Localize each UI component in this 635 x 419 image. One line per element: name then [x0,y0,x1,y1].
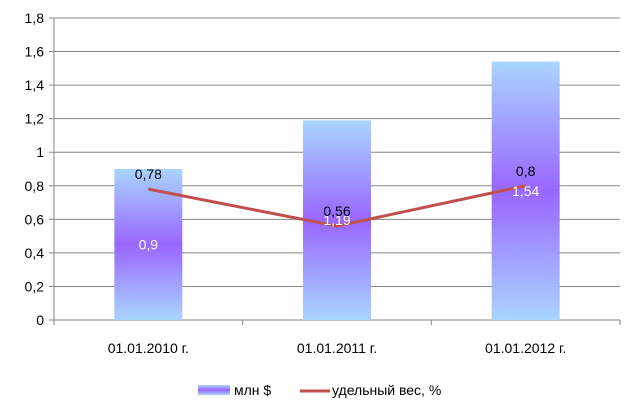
y-tick-label: 0 [36,312,44,328]
axes: 0 0,2 0,4 0,6 0,8 1 1,2 1,4 1,6 1,8 01.01.2010 г. 0… [25,10,621,356]
x-tick-label: 01.01.2011 г. [297,340,377,356]
bar-data-label: 1,54 [512,183,539,199]
legend-label: удельный вес, % [332,382,441,398]
legend: млн $ удельный вес, % [198,382,441,398]
x-tick-label: 01.01.2012 г. [485,340,566,356]
y-tick-label: 1,4 [25,77,45,93]
y-tick-label: 1 [36,144,44,160]
bar-series [114,61,560,320]
y-tick-label: 1,6 [25,44,45,60]
line-data-label: 0,8 [516,163,536,179]
bar-data-label: 1,19 [323,212,350,228]
x-tick-label: 01.01.2010 г. [108,340,189,356]
legend-label: млн $ [234,382,271,398]
legend-swatch-bar [198,385,230,395]
y-tick-label: 0,6 [25,211,45,227]
y-tick-label: 0,4 [25,245,45,261]
line-series [148,184,526,228]
y-tick-label: 1,8 [25,10,45,26]
line-path [148,184,526,228]
y-tick-label: 1,2 [25,111,45,127]
y-tick-label: 0,2 [25,278,45,294]
data-labels: 0,9 1,19 1,54 0,78 0,56 0,8 [135,163,540,253]
line-data-label: 0,78 [135,166,162,182]
bar-data-label: 0,9 [139,237,159,253]
y-tick-label: 0,8 [25,178,45,194]
line-data-label: 0,56 [323,203,350,219]
